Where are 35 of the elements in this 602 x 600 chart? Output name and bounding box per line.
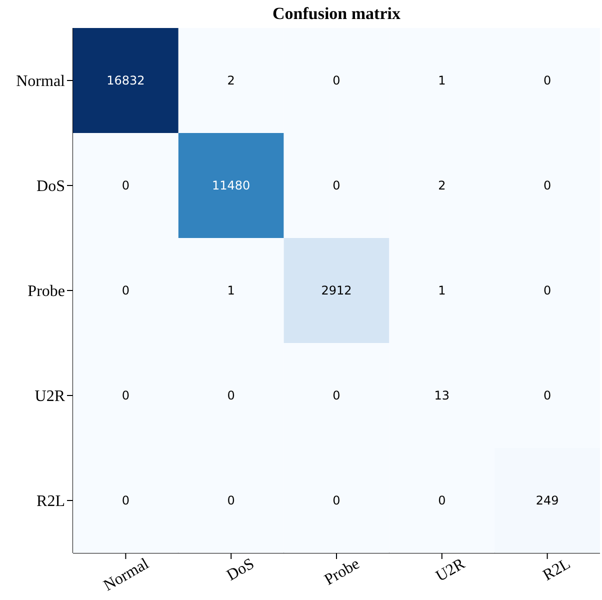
data-label: 0 — [122, 284, 130, 298]
x-tick-label: R2L — [540, 556, 574, 585]
data-label: 1 — [438, 284, 446, 298]
data-label: 0 — [332, 178, 340, 192]
y-tick-label: R2L — [36, 493, 65, 510]
data-label: 0 — [543, 284, 552, 298]
data-label: 0 — [332, 388, 340, 402]
data-label: 0 — [122, 388, 130, 402]
data-label: 13 — [434, 388, 450, 402]
x-tick-label: Probe — [322, 556, 363, 590]
data-label: 0 — [122, 494, 130, 508]
data-label: 2 — [227, 74, 235, 88]
data-label: 0 — [543, 178, 552, 192]
data-label: 0 — [227, 494, 235, 508]
data-label: 0 — [543, 74, 552, 88]
data-label: 0 — [227, 388, 235, 402]
data-label: 0 — [543, 388, 552, 402]
y-tick-label: U2R — [34, 388, 66, 406]
data-label: 249 — [536, 494, 559, 508]
data-label: 2912 — [321, 284, 352, 298]
y-tick-label: DoS — [36, 178, 65, 196]
data-label: 0 — [438, 494, 446, 508]
x-tick-label: U2R — [433, 556, 468, 586]
data-label: 0 — [332, 494, 340, 508]
data-label: 1 — [227, 284, 235, 298]
data-label: 0 — [122, 178, 130, 192]
data-label: 11480 — [212, 178, 250, 192]
y-tick-label: Normal — [16, 73, 66, 90]
x-tick-label: DoS — [224, 556, 258, 585]
data-label: 2 — [438, 178, 446, 192]
data-label: 16832 — [106, 74, 145, 88]
data-label: 0 — [332, 74, 340, 88]
data-label: 1 — [438, 74, 446, 88]
y-tick-label: Probe — [28, 283, 65, 300]
chart-title: Confusion matrix — [272, 4, 402, 24]
